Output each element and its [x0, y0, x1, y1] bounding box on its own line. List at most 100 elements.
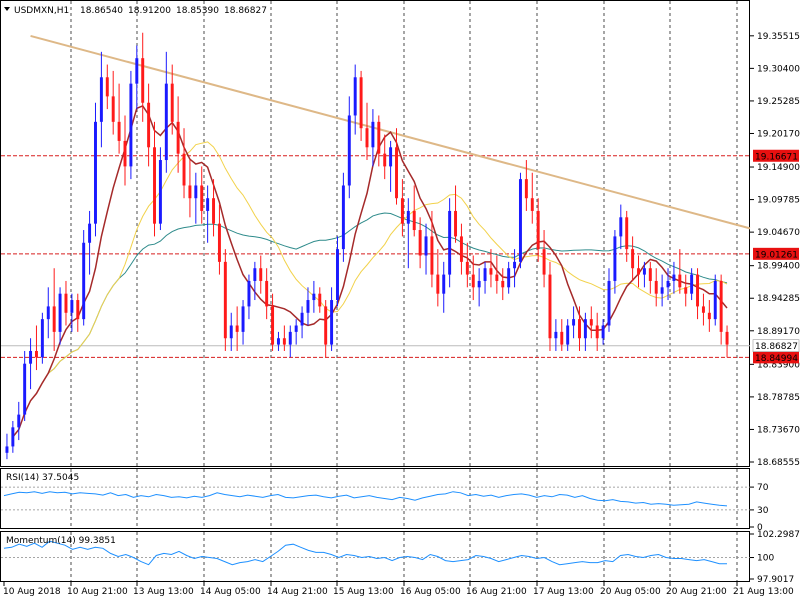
- candle[interactable]: [519, 173, 522, 268]
- candle-body: [401, 198, 404, 223]
- candle[interactable]: [342, 173, 345, 262]
- price-tick-label: 18.78785: [757, 393, 800, 403]
- candle-body: [348, 115, 351, 185]
- price-tick-label: 18.89170: [757, 327, 800, 337]
- price-tick-label: 19.30400: [757, 64, 800, 74]
- candle-body: [649, 268, 652, 281]
- x-tick-label: 13 Aug 13:00: [133, 587, 194, 597]
- x-tick-label: 20 Aug 05:00: [600, 587, 661, 597]
- candle-body: [507, 268, 510, 287]
- candle-body: [425, 236, 428, 255]
- candle-body: [460, 236, 463, 261]
- candle-body: [696, 275, 699, 307]
- momentum-tick-label: 102.2987: [757, 530, 800, 540]
- candle-body: [283, 338, 286, 344]
- candle-body: [70, 300, 73, 313]
- symbol-title: USDMXN,H1: [14, 6, 69, 16]
- rsi-tick-label: 30: [757, 506, 769, 516]
- current-price-label: 18.86827: [755, 342, 798, 352]
- candle-body: [29, 351, 32, 364]
- candle-body: [643, 268, 646, 274]
- candle-body: [478, 281, 481, 287]
- candle-body: [377, 122, 380, 154]
- price-panel-frame: [1, 1, 750, 467]
- candle-body: [631, 249, 634, 268]
- candle-body: [5, 446, 8, 452]
- momentum-label: Momentum(14) 99.3851: [6, 536, 116, 546]
- price-tick-label: 19.04670: [757, 228, 800, 238]
- candle-body: [147, 103, 150, 148]
- candle-body: [602, 326, 605, 339]
- candle-body: [212, 198, 215, 223]
- candle-body: [65, 294, 68, 313]
- candle-body: [271, 306, 274, 344]
- candle-body: [230, 326, 233, 339]
- rsi-tick-label: 70: [757, 483, 769, 493]
- candle-body: [596, 326, 599, 339]
- candle-body: [454, 211, 457, 236]
- candle-body: [259, 268, 262, 281]
- candle-body: [714, 281, 717, 319]
- candle[interactable]: [129, 71, 132, 179]
- candle-body: [135, 58, 138, 83]
- candle-body: [702, 306, 705, 312]
- candle-body: [194, 185, 197, 198]
- candle-body: [82, 243, 85, 319]
- candle-body: [537, 211, 540, 249]
- candle-body: [395, 147, 398, 198]
- candle-body: [41, 319, 44, 357]
- price-tick-label: 18.99400: [757, 262, 800, 272]
- candle-body: [366, 128, 369, 147]
- candle-body: [613, 236, 616, 281]
- window-title: USDMXN,H1 18.86540 18.91200 18.85390 18.…: [4, 6, 267, 16]
- candle-body: [442, 275, 445, 294]
- candle[interactable]: [94, 103, 97, 237]
- candle-body: [572, 319, 575, 325]
- candle-body: [678, 275, 681, 288]
- candle-body: [153, 147, 156, 223]
- ohlc-low: 18.85390: [176, 6, 219, 16]
- candle-body: [371, 122, 374, 147]
- candle-body: [253, 268, 256, 281]
- candle[interactable]: [714, 275, 717, 326]
- candle-body: [94, 122, 97, 224]
- candle-body: [159, 160, 162, 224]
- candle-body: [118, 122, 121, 141]
- candle-body: [430, 236, 433, 274]
- candle-body: [236, 326, 239, 332]
- price-tick-label: 19.35515: [757, 32, 800, 42]
- candle-body: [726, 332, 729, 345]
- momentum-tick-label: 97.9017: [757, 575, 794, 585]
- price-panel[interactable]: 19.3551519.3040019.2528519.2017019.14900…: [1, 1, 800, 469]
- candle-body: [165, 84, 168, 160]
- candle-body: [566, 326, 569, 345]
- candle-body: [112, 96, 115, 121]
- candle-body: [206, 198, 209, 211]
- candle-body: [129, 84, 132, 167]
- candle-body: [525, 179, 528, 198]
- candle[interactable]: [224, 249, 227, 351]
- candle[interactable]: [448, 198, 451, 287]
- ohlc-close: 18.86827: [224, 6, 267, 16]
- candle-body: [519, 179, 522, 262]
- candle-body: [277, 338, 280, 344]
- ohlc-high: 18.91200: [128, 6, 171, 16]
- x-tick-label: 20 Aug 21:00: [666, 587, 727, 597]
- candle-body: [188, 185, 191, 198]
- price-tick-label: 19.20170: [757, 129, 800, 139]
- candle-body: [625, 217, 628, 249]
- candle[interactable]: [82, 230, 85, 325]
- price-tick-label: 19.25285: [757, 97, 800, 107]
- candle[interactable]: [549, 262, 552, 351]
- candle[interactable]: [41, 313, 44, 364]
- candle-body: [560, 332, 563, 345]
- candle-body: [100, 77, 103, 122]
- x-tick-label: 16 Aug 05:00: [400, 587, 461, 597]
- price-tick-label: 19.09785: [757, 196, 800, 206]
- candle-body: [289, 332, 292, 345]
